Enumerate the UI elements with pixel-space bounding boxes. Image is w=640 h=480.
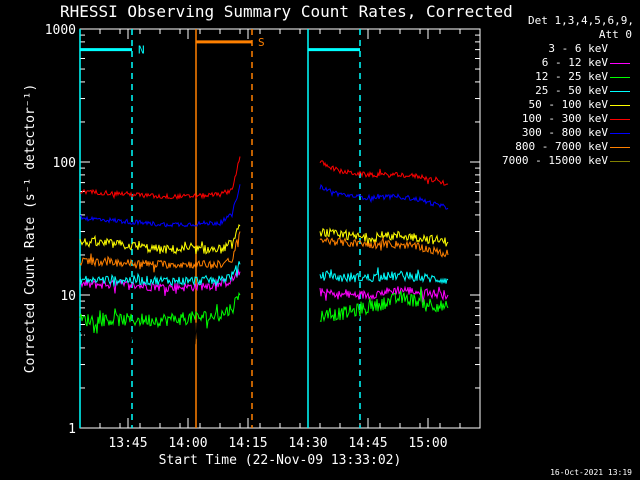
legend-label: 50 - 100 keV <box>528 98 608 111</box>
attenuator-label: Att 0 <box>598 28 632 41</box>
legend-swatch <box>610 91 630 92</box>
legend-label: 25 - 50 keV <box>535 84 608 97</box>
x-tick-label: 14:15 <box>228 436 267 451</box>
y-tick-label: 1000 <box>45 23 76 38</box>
legend-swatch <box>610 161 630 162</box>
footer-timestamp: 16-Oct-2021 13:19 <box>550 468 632 477</box>
series-line <box>79 286 449 334</box>
x-tick-label: 13:45 <box>108 436 147 451</box>
annotation-label: S <box>258 36 265 49</box>
legend-swatch <box>610 105 630 106</box>
x-axis-label: Start Time (22-Nov-09 13:33:02) <box>159 453 402 468</box>
x-tick-label: 14:45 <box>348 436 387 451</box>
series-line <box>79 156 449 201</box>
plot-frame <box>79 28 481 429</box>
legend-entry: 12 - 25 keV <box>484 70 634 84</box>
legend-label: 12 - 25 keV <box>535 70 608 83</box>
chart-legend: 3 - 6 keV 6 - 12 keV 12 - 25 keV 25 - 50 ke… <box>484 42 634 168</box>
series-line <box>79 184 449 228</box>
legend-label: 7000 - 15000 keV <box>502 154 608 167</box>
legend-label: 3 - 6 keV <box>548 42 608 55</box>
x-tick-label: 14:30 <box>288 436 327 451</box>
legend-entry: 300 - 800 keV <box>484 126 634 140</box>
detectors-label: Det 1,3,4,5,6,9, <box>528 14 634 27</box>
series-line <box>79 224 449 255</box>
y-tick-label: 10 <box>60 289 76 304</box>
legend-entry: 6 - 12 keV <box>484 56 634 70</box>
annotation-label: N <box>138 44 145 57</box>
legend-label: 100 - 300 keV <box>521 112 608 125</box>
legend-swatch <box>610 147 630 148</box>
legend-entry: 7000 - 15000 keV <box>484 154 634 168</box>
legend-swatch <box>610 63 630 64</box>
legend-label: 800 - 7000 keV <box>515 140 608 153</box>
legend-entry: 25 - 50 keV <box>484 84 634 98</box>
legend-swatch <box>610 133 630 134</box>
legend-entry: 100 - 300 keV <box>484 112 634 126</box>
series-line <box>79 297 449 349</box>
legend-label: 6 - 12 keV <box>541 56 608 69</box>
series-line <box>79 268 449 303</box>
legend-entry: 3 - 6 keV <box>484 42 634 56</box>
legend-entry: 50 - 100 keV <box>484 98 634 112</box>
legend-swatch <box>610 49 630 50</box>
y-axis-label: Corrected Count Rate (s⁻¹ detector⁻¹) <box>23 84 38 374</box>
x-tick-label: 15:00 <box>408 436 447 451</box>
y-tick-label: 100 <box>53 156 76 171</box>
y-tick-label: 1 <box>68 422 76 437</box>
x-tick-label: 14:00 <box>168 436 207 451</box>
legend-swatch <box>610 119 630 120</box>
legend-entry: 800 - 7000 keV <box>484 140 634 154</box>
series-line <box>79 231 449 273</box>
chart-title: RHESSI Observing Summary Count Rates, Co… <box>60 2 513 21</box>
series-line <box>79 261 449 287</box>
legend-label: 300 - 800 keV <box>521 126 608 139</box>
legend-swatch <box>610 77 630 78</box>
detector-info: Det 1,3,4,5,6,9, Att 0 <box>528 14 634 42</box>
